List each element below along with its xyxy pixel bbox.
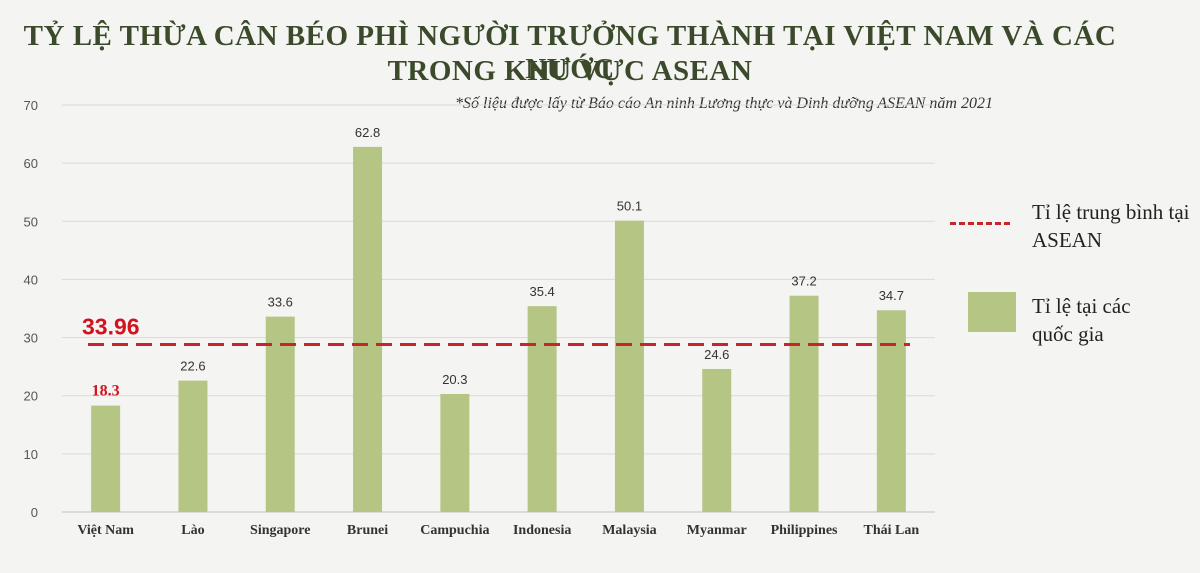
x-tick-label: Campuchia: [420, 523, 489, 538]
bar: [527, 306, 557, 512]
legend-country-swatch: [968, 292, 1016, 332]
data-label: 37.2: [791, 274, 816, 289]
y-tick-label: 40: [24, 272, 38, 287]
y-tick-label: 10: [24, 447, 38, 462]
y-tick-label: 50: [24, 214, 38, 229]
data-label: 22.6: [180, 359, 205, 374]
legend-average-line-marker: [950, 222, 1010, 225]
bar: [789, 295, 819, 512]
bar: [265, 316, 295, 512]
bar: [353, 146, 383, 512]
data-label: 62.8: [355, 125, 380, 140]
average-line-label: 33.96: [82, 314, 140, 340]
bar: [440, 393, 470, 512]
legend-average-label: Tỉ lệ trung bình tại ASEAN: [1032, 200, 1190, 252]
bar: [702, 368, 732, 512]
bar: [876, 310, 906, 512]
x-tick-label: Thái Lan: [864, 523, 920, 538]
x-tick-label: Myanmar: [687, 523, 747, 538]
data-label: 18.3: [92, 383, 120, 400]
x-tick-label: Malaysia: [602, 523, 656, 538]
x-tick-label: Philippines: [771, 523, 838, 538]
bar: [178, 380, 208, 512]
data-label: 24.6: [704, 347, 729, 362]
y-tick-label: 60: [24, 156, 38, 171]
chart-title-line-1: TỶ LỆ THỪA CÂN BÉO PHÌ NGƯỜI TRƯỞNG THÀN…: [23, 20, 1117, 85]
data-label: 34.7: [879, 288, 904, 303]
x-tick-label: Singapore: [250, 523, 310, 538]
y-tick-label: 20: [24, 389, 38, 404]
x-tick-label: Brunei: [347, 523, 388, 538]
bar: [614, 220, 644, 512]
data-label: 33.6: [268, 295, 293, 310]
source-note: *Số liệu được lấy từ Báo cáo An ninh Lươ…: [455, 95, 993, 112]
y-tick-label: 70: [24, 98, 38, 113]
chart-title-line-2: TRONG KHU VỰC ASEAN: [387, 55, 753, 87]
x-tick-label: Lào: [181, 523, 204, 538]
bar: [91, 405, 121, 512]
legend-country-label: Tỉ lệ tại các quốc gia: [1032, 294, 1131, 346]
data-label: 50.1: [617, 199, 642, 214]
x-tick-label: Indonesia: [513, 523, 571, 538]
x-tick-label: Việt Nam: [77, 523, 134, 538]
data-label: 35.4: [529, 284, 554, 299]
y-tick-label: 30: [24, 331, 38, 346]
y-tick-label: 0: [31, 505, 38, 520]
data-label: 20.3: [442, 372, 467, 387]
